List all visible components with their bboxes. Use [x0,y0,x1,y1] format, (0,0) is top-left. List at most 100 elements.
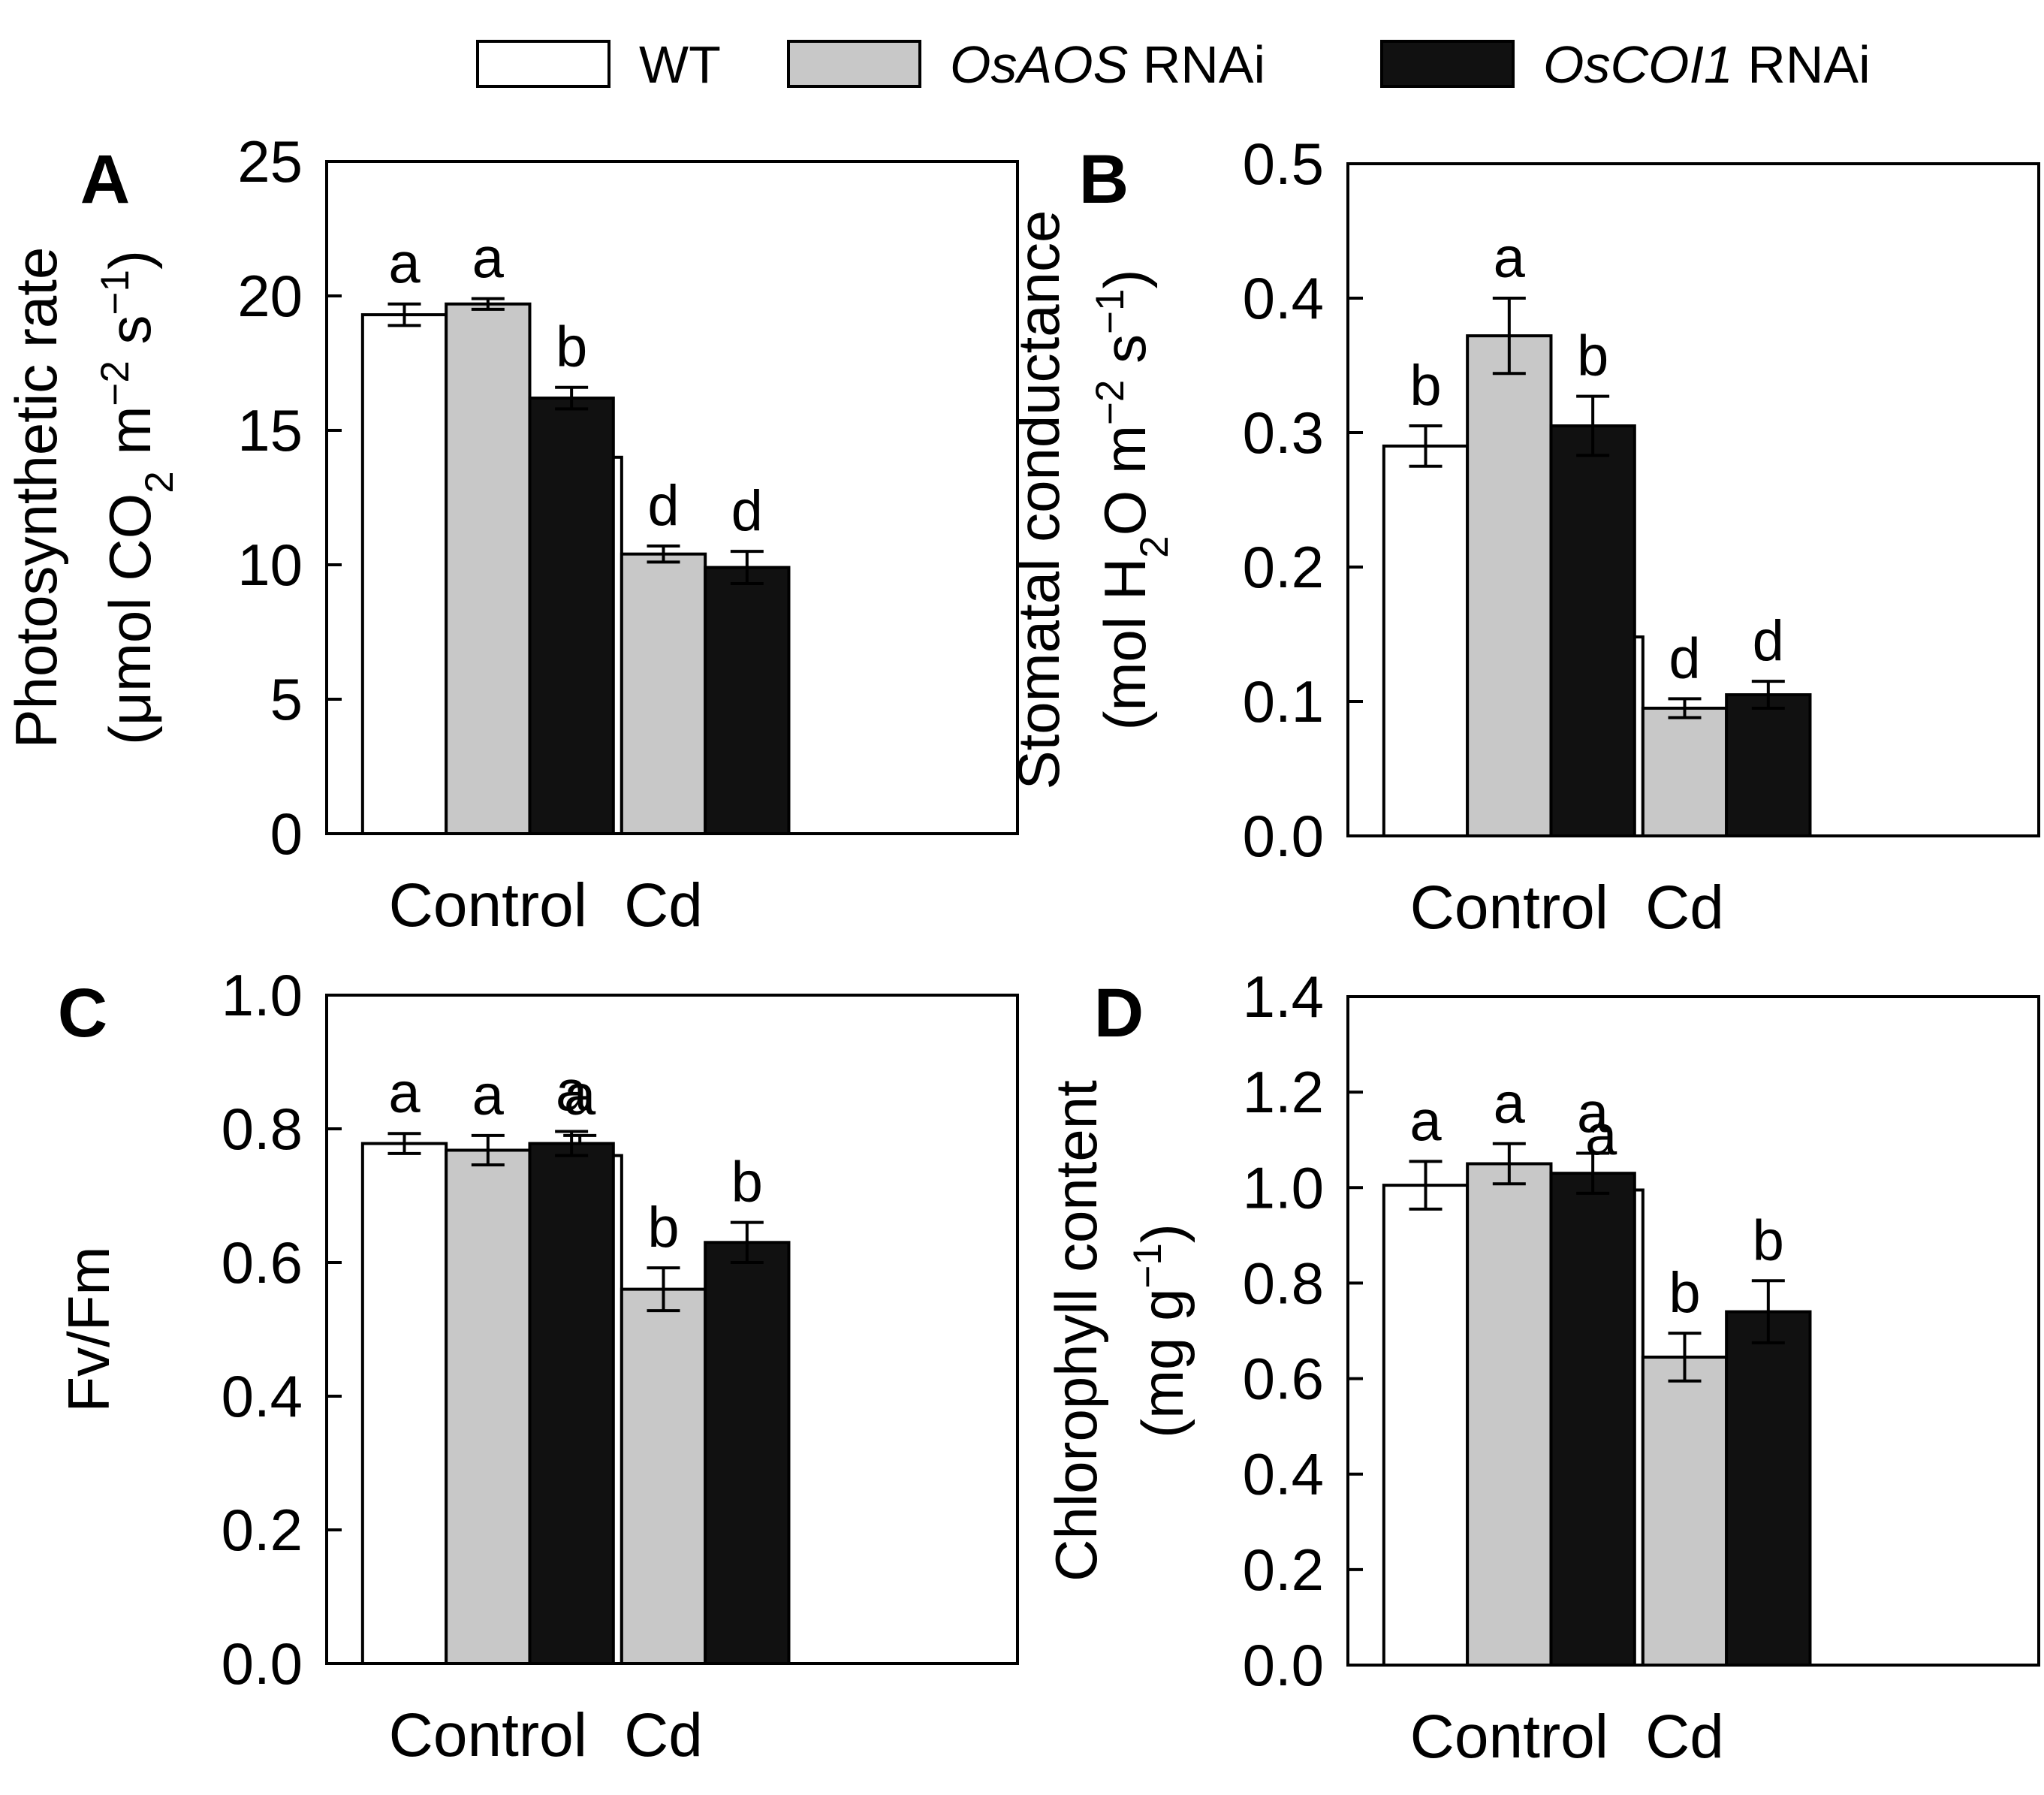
y-tick-label: 0.8 [1243,1250,1324,1316]
y-axis-label: Chlorophyll content [1043,1080,1109,1582]
significance-letter: b [1577,324,1608,388]
significance-letter: b [731,1151,763,1214]
significance-letter: d [731,479,763,543]
y-tick-label: 5 [270,666,303,732]
error-bar [647,544,680,564]
bar [1549,424,1636,837]
y-tick-label: 0.2 [1243,534,1324,600]
significance-letter: a [388,1061,421,1125]
y-axis-label: Photosynthetic rate [3,247,69,749]
significance-letter: a [1494,1072,1526,1136]
y-axis-label: Stomatal conductance [1005,210,1072,790]
x-category-label: Cd [1645,873,1724,942]
y-axis-units-part: −2 [1088,380,1132,425]
significance-letter: a [1577,1082,1609,1145]
significance-letter: a [472,227,505,291]
y-tick-label: 0.4 [1243,265,1324,331]
y-axis-units-part: (μmol CO [97,493,163,745]
legend-label-part: RNAi [1733,35,1871,94]
error-bar [1668,1332,1702,1383]
y-axis-units-part: s [1092,334,1158,380]
y-tick-label: 0.6 [1243,1346,1324,1412]
y-tick-label: 0.5 [1243,131,1324,197]
y-axis-units-part: 2 [1132,535,1177,557]
y-axis-label: Fv/Fm [56,1247,122,1413]
bar [1549,1172,1636,1667]
y-axis-label-part: Fv/Fm [56,1247,122,1413]
y-axis-units-part: −2 [93,361,137,406]
legend-swatch [476,40,610,88]
legend-label: OsCOI1 RNAi [1543,35,1871,94]
error-bar [555,385,589,411]
significance-letter: d [1753,609,1784,673]
panel-label: D [1094,975,1144,1051]
plot-frame [325,994,1019,1665]
y-tick-label: 0.0 [1243,1632,1324,1698]
y-tick-label: 0.0 [1243,803,1324,869]
legend-label: WT [639,35,721,94]
y-tick-label: 1.0 [1243,1154,1324,1220]
bar [445,302,532,835]
x-category-label: Control [389,871,587,940]
error-bar [730,1220,764,1264]
significance-letter: a [1409,1089,1442,1153]
panel-label: B [1079,141,1129,218]
bar [620,1287,707,1665]
plot-frame [1346,995,2040,1667]
y-axis-units-part: ) [1129,1223,1195,1243]
error-bar [1751,680,1785,710]
legend-label-part: OsCOI1 [1543,35,1733,94]
y-axis-units-part: −1 [1088,288,1132,333]
bar [704,1241,791,1666]
bar [528,1142,615,1665]
x-category-label: Cd [1645,1703,1724,1771]
error-bar [1576,1151,1610,1195]
y-tick-label: 1.2 [1243,1059,1324,1125]
bar [620,552,707,835]
error-bar [471,297,505,311]
y-axis-label-part: Photosynthetic rate [3,247,69,749]
significance-letter: d [647,474,679,538]
x-category-label: Control [1410,873,1608,942]
significance-letter: b [647,1196,679,1260]
legend-swatch [1380,40,1515,88]
y-tick-label: 1.4 [1243,964,1324,1030]
legend-swatch [787,40,921,88]
error-bar [730,550,764,586]
significance-letter: b [1669,1261,1700,1325]
error-bar [471,1133,505,1167]
y-axis-units: (mol H2O m−2 s−1) [1088,269,1177,730]
y-axis-units-part: m [97,406,163,472]
y-tick-label: 20 [237,263,303,329]
error-bar [1409,424,1443,468]
error-bar [1576,394,1610,457]
y-axis-units-part: O m [1092,425,1158,535]
error-bar [1668,697,1702,720]
y-axis-units: (mg g−1) [1126,1223,1196,1438]
bar [704,566,791,836]
significance-letter: a [388,232,421,296]
significance-letter: a [564,1063,596,1127]
y-tick-label: 0.2 [1243,1537,1324,1603]
y-tick-label: 0.4 [1243,1441,1324,1507]
y-axis-units-part: ) [97,250,163,270]
y-axis-label-part: Chlorophyll content [1043,1080,1109,1582]
bar [445,1148,532,1665]
error-bar [647,1266,680,1313]
y-axis-label-part: Stomatal conductance [1005,210,1072,790]
legend-entry: OsAOS RNAi [787,35,1265,94]
error-bar [1751,1279,1785,1344]
legend: WT OsAOS RNAi OsCOI1 RNAi [476,35,1871,94]
x-category-label: Cd [624,871,703,940]
panels: acadbd0510152025ControlCdPhotosynthetic … [3,128,2040,1771]
significance-letter: a [1585,1103,1617,1167]
bar [360,313,448,835]
y-tick-label: 0.4 [222,1363,303,1429]
bar [1725,1310,1812,1667]
panel-A: acadbd0510152025ControlCdPhotosynthetic … [3,128,1019,940]
y-tick-label: 0 [270,801,303,867]
panel-B: bcadbd0.00.10.20.30.40.5ControlCdStomata… [1005,131,2040,942]
y-axis-units-part: −1 [93,270,137,315]
